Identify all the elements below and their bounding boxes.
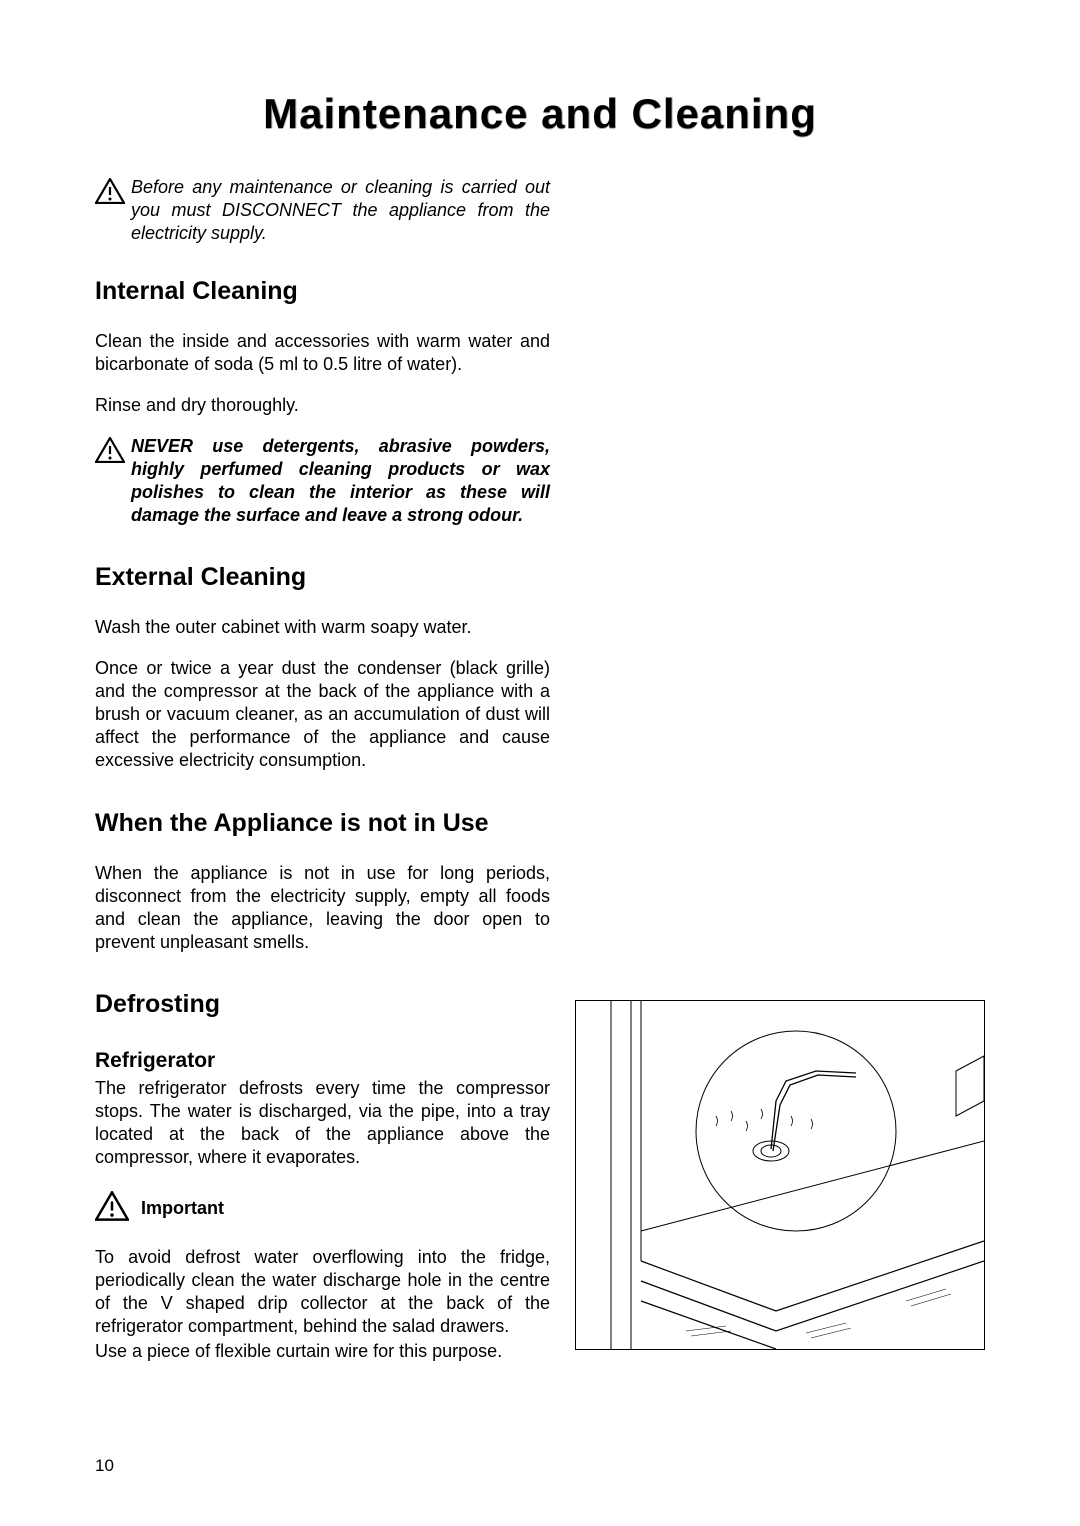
defrost-p2: To avoid defrost water overflowing into … [95, 1246, 550, 1338]
intro-warning-text: Before any maintenance or cleaning is ca… [131, 176, 550, 245]
defrost-p1: The refrigerator defrosts every time the… [95, 1077, 550, 1169]
refrigerator-subheading: Refrigerator [95, 1049, 550, 1073]
internal-warning: NEVER use detergents, abrasive powders, … [95, 435, 550, 527]
warning-icon [95, 178, 125, 209]
important-label: Important [141, 1198, 224, 1219]
content-column: Before any maintenance or cleaning is ca… [95, 176, 550, 1363]
intro-warning: Before any maintenance or cleaning is ca… [95, 176, 550, 245]
warning-icon [95, 1191, 129, 1226]
page-title: Maintenance and Cleaning [95, 90, 985, 138]
external-heading: External Cleaning [95, 563, 550, 592]
internal-heading: Internal Cleaning [95, 277, 550, 306]
notinuse-p1: When the appliance is not in use for lon… [95, 862, 550, 954]
external-p2: Once or twice a year dust the condenser … [95, 657, 550, 772]
notinuse-heading: When the Appliance is not in Use [95, 809, 550, 838]
important-row: Important [95, 1191, 550, 1226]
external-p1: Wash the outer cabinet with warm soapy w… [95, 616, 550, 639]
warning-icon [95, 437, 125, 468]
drain-diagram [575, 1000, 985, 1350]
internal-warning-text: NEVER use detergents, abrasive powders, … [131, 435, 550, 527]
defrost-p3: Use a piece of flexible curtain wire for… [95, 1340, 550, 1363]
internal-p1: Clean the inside and accessories with wa… [95, 330, 550, 376]
defrosting-heading: Defrosting [95, 990, 550, 1019]
internal-p2: Rinse and dry thoroughly. [95, 394, 550, 417]
page-number: 10 [95, 1456, 114, 1476]
